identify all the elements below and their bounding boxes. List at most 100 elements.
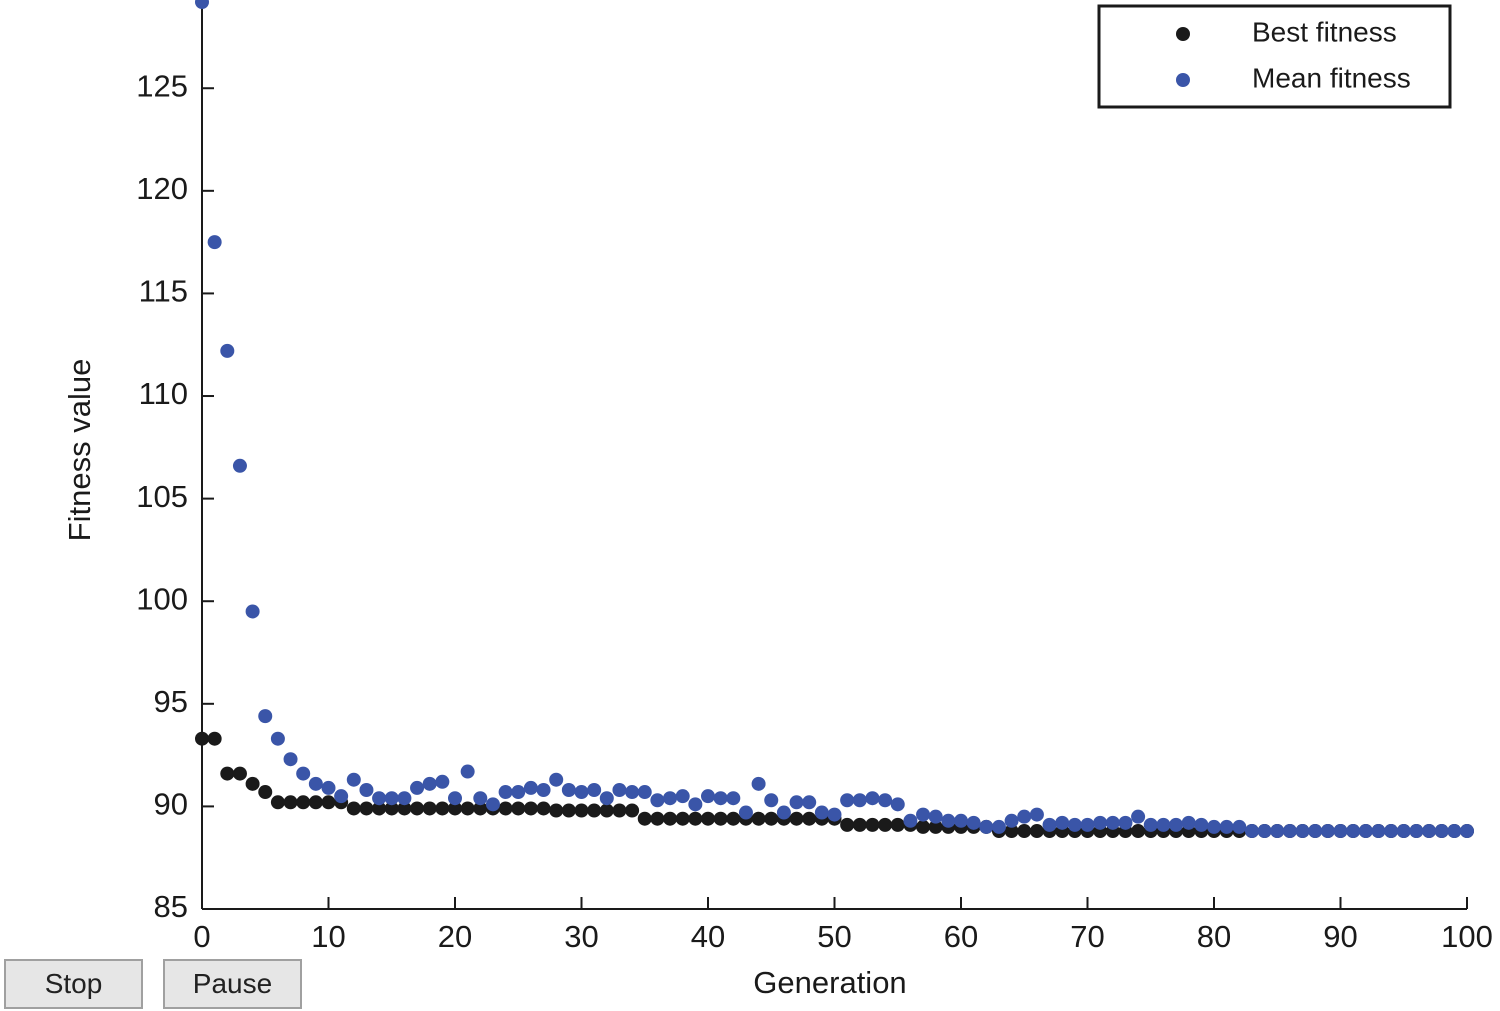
point — [954, 813, 968, 828]
point — [574, 785, 589, 800]
legend-box — [1097, 4, 1452, 109]
point — [1004, 824, 1019, 839]
point — [574, 803, 589, 818]
point — [625, 803, 640, 818]
stop-button[interactable]: Stop — [4, 959, 143, 1009]
point — [1131, 824, 1146, 839]
point — [460, 801, 475, 816]
x-axis-label: Generation — [753, 965, 906, 1000]
point — [296, 766, 311, 781]
point — [270, 731, 285, 746]
point — [1422, 824, 1437, 839]
point — [1017, 809, 1032, 824]
point — [207, 731, 222, 746]
point — [814, 805, 829, 820]
point — [1308, 824, 1323, 839]
point — [865, 791, 880, 806]
point — [232, 458, 247, 473]
point — [435, 774, 450, 789]
point — [485, 797, 500, 812]
point — [612, 782, 627, 797]
point — [941, 813, 956, 828]
point — [688, 797, 703, 812]
point — [726, 811, 741, 826]
point — [536, 801, 551, 816]
y-tick-label: 95 — [154, 684, 188, 719]
point — [663, 791, 678, 806]
point — [422, 776, 437, 791]
point — [1384, 824, 1399, 839]
y-tick-label: 120 — [136, 171, 188, 206]
point — [321, 780, 336, 795]
point — [422, 801, 437, 816]
point — [1042, 817, 1057, 832]
point — [511, 801, 526, 816]
x-tick-label: 20 — [438, 919, 472, 954]
point — [321, 795, 336, 810]
point — [840, 793, 855, 808]
point — [599, 791, 614, 806]
point — [1029, 824, 1044, 839]
point — [1409, 824, 1424, 839]
point — [308, 795, 323, 810]
point — [397, 801, 412, 816]
point — [726, 791, 741, 806]
point — [195, 0, 209, 10]
point — [410, 801, 425, 816]
point — [1219, 819, 1234, 834]
y-tick-label: 125 — [136, 68, 188, 103]
point — [738, 805, 753, 820]
point — [650, 811, 665, 826]
point — [561, 803, 576, 818]
point — [270, 795, 285, 810]
point — [283, 795, 298, 810]
point — [587, 803, 602, 818]
point — [308, 776, 323, 791]
point — [852, 793, 867, 808]
pause-button[interactable]: Pause — [163, 959, 302, 1009]
x-tick-label: 70 — [1070, 919, 1104, 954]
x-tick-label: 40 — [691, 919, 725, 954]
point — [802, 795, 817, 810]
legend-label: Mean fitness — [1252, 62, 1411, 93]
point — [397, 791, 412, 806]
point — [195, 731, 209, 746]
point — [1257, 824, 1272, 839]
point — [865, 817, 880, 832]
point — [599, 803, 614, 818]
point — [1295, 824, 1310, 839]
point — [928, 809, 943, 824]
point — [1156, 817, 1171, 832]
point — [878, 793, 893, 808]
point — [359, 801, 374, 816]
point — [1017, 824, 1032, 839]
point — [890, 817, 905, 832]
point — [802, 811, 817, 826]
point — [903, 813, 918, 828]
y-tick-label: 85 — [154, 889, 188, 924]
point — [840, 817, 855, 832]
point — [675, 789, 690, 804]
point — [498, 785, 513, 800]
point — [701, 811, 715, 826]
point — [789, 795, 804, 810]
point — [1004, 813, 1019, 828]
point — [675, 811, 690, 826]
x-tick-label: 100 — [1441, 919, 1493, 954]
point — [776, 805, 791, 820]
point — [966, 815, 981, 830]
point — [1460, 824, 1474, 839]
x-tick-label: 0 — [193, 919, 210, 954]
point — [410, 780, 425, 795]
point — [916, 819, 931, 834]
point — [827, 807, 842, 822]
point — [890, 797, 905, 812]
point — [764, 793, 779, 808]
point — [1055, 815, 1070, 830]
y-tick-label: 90 — [154, 787, 188, 822]
point — [245, 776, 260, 791]
point — [372, 801, 387, 816]
legend-marker — [1176, 73, 1190, 87]
